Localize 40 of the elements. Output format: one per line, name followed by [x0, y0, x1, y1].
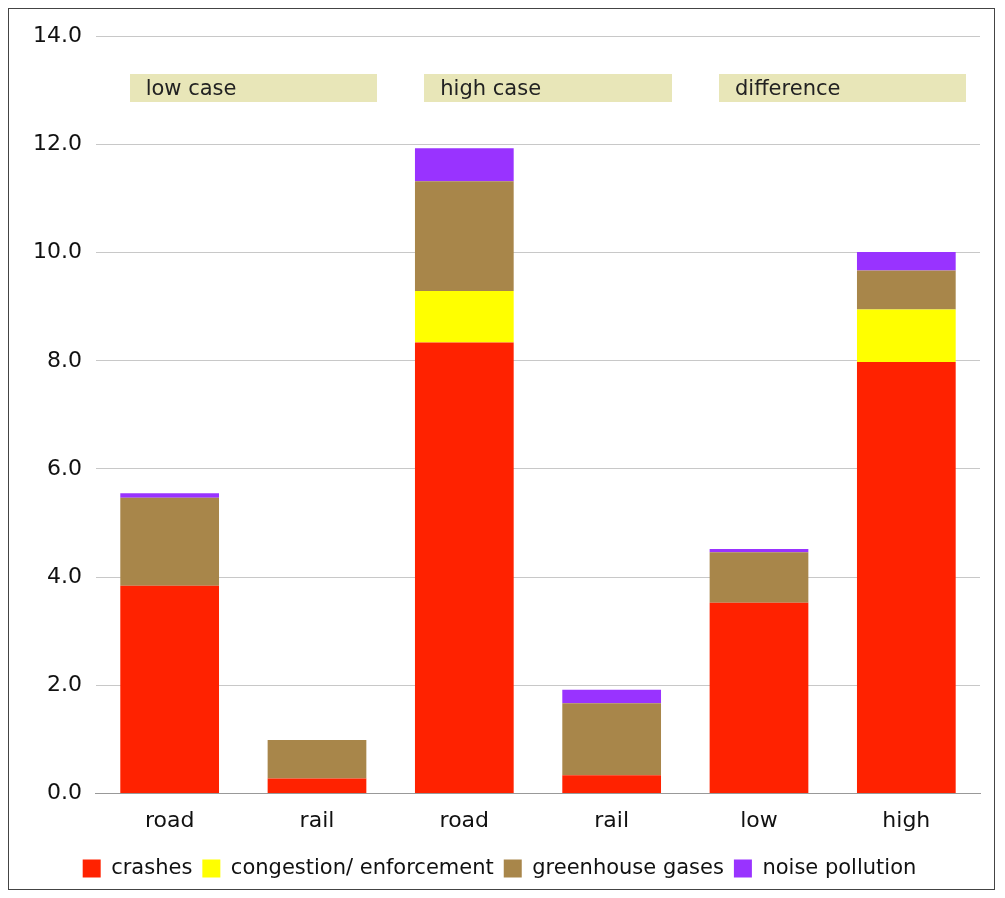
y-tick-label: 8.0 [46, 346, 82, 372]
y-tick-label: 4.0 [46, 562, 82, 588]
annotation: difference [734, 75, 841, 103]
bar [414, 342, 514, 794]
bar [562, 703, 662, 776]
x-tick-label: road [144, 806, 195, 832]
bar [856, 252, 956, 271]
bar [120, 493, 220, 498]
bar [709, 552, 809, 603]
legend-label: noise pollution [762, 854, 917, 879]
bar [709, 602, 809, 794]
legend-label: greenhouse gases [532, 854, 724, 879]
x-tick-label: road [439, 806, 490, 832]
bar [856, 361, 956, 794]
y-tick-label: 12.0 [33, 130, 82, 156]
annotation: high case [440, 75, 542, 103]
bar [414, 148, 514, 182]
y-tick-label: 6.0 [46, 454, 82, 480]
legend-label: congestion/ enforcement [230, 854, 494, 879]
bar [709, 549, 809, 553]
y-tick-label: 0.0 [46, 779, 82, 805]
bar [267, 778, 367, 794]
y-tick-label: 2.0 [46, 671, 82, 697]
bar [120, 497, 220, 586]
x-tick-label: rail [594, 806, 630, 832]
bar [562, 689, 662, 704]
x-tick-label: rail [299, 806, 335, 832]
annotation: low case [145, 75, 237, 103]
y-tick-label: 10.0 [33, 238, 82, 264]
bar [414, 181, 514, 292]
bar [562, 775, 662, 794]
bar [120, 585, 220, 794]
x-tick-label: low [740, 806, 778, 832]
bar [414, 291, 514, 343]
bar [856, 270, 956, 310]
x-tick-label: high [882, 806, 931, 832]
bar [856, 309, 956, 362]
y-tick-label: 14.0 [33, 21, 82, 47]
bar [267, 740, 367, 779]
legend-label: crashes [111, 854, 193, 879]
